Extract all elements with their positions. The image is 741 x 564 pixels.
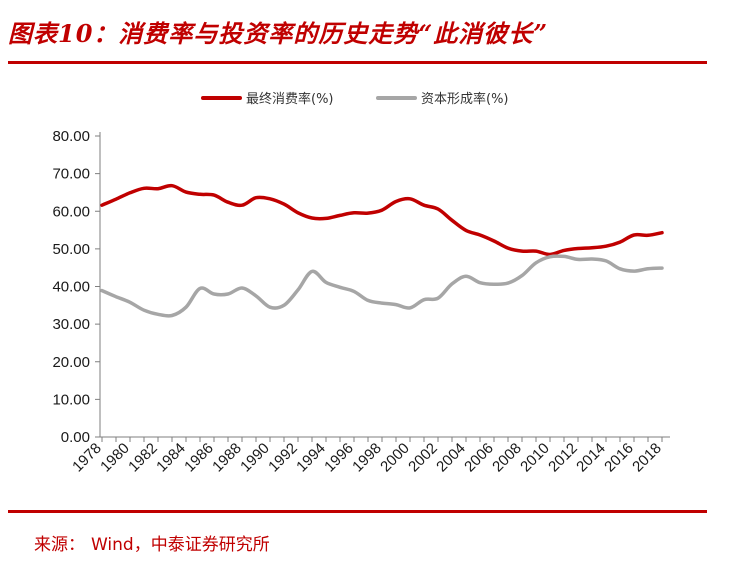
- y-tick-label: 80.00: [52, 128, 90, 145]
- series-line-capital-formation: [100, 254, 664, 318]
- x-tick-label: 1982: [125, 440, 161, 476]
- x-tick-label: 2014: [573, 440, 609, 476]
- x-tick-label: 1980: [97, 440, 133, 476]
- x-tick-label: 1986: [181, 440, 217, 476]
- y-tick-label: 40.00: [52, 279, 90, 296]
- footer-divider: [8, 510, 707, 513]
- source-note: 来源： Wind，中泰证券研究所: [34, 530, 270, 555]
- x-tick-label: 1994: [293, 440, 329, 476]
- x-tick-label: 2000: [377, 440, 413, 476]
- line-chart: 最终消费率(%) 资本形成率(%) 0.00 10.00 20.00 30.00 40.…: [52, 91, 670, 476]
- x-tick-label: 1992: [265, 440, 301, 476]
- x-tick-label: 2006: [461, 440, 497, 476]
- y-tick-label: 70.00: [52, 166, 90, 183]
- title-divider: [8, 61, 707, 64]
- x-tick-label: 2004: [433, 440, 469, 476]
- x-tick-label: 1984: [153, 440, 189, 476]
- y-tick-label: 60.00: [52, 203, 90, 220]
- x-tick-label: 1996: [321, 440, 357, 476]
- x-tick-label: 2002: [405, 440, 441, 476]
- x-tick-label: 2008: [489, 440, 525, 476]
- figure-title: 图表10：消费率与投资率的历史走势“此消彼长”: [8, 19, 549, 48]
- x-tick-label: 1988: [209, 440, 245, 476]
- y-axis: 0.00 10.00 20.00 30.00 40.00 50.00 60.00 70.00 8…: [52, 128, 101, 446]
- x-tick-label: 2018: [629, 440, 665, 476]
- legend-label-consumption: 最终消费率(%): [246, 91, 334, 107]
- y-tick-label: 10.00: [52, 391, 90, 408]
- y-tick-label: 20.00: [52, 354, 90, 371]
- y-tick-label: 0.00: [61, 429, 90, 446]
- x-tick-label: 1990: [237, 440, 273, 476]
- y-tick-label: 30.00: [52, 316, 90, 333]
- series-line-consumption: [100, 183, 664, 257]
- source-text: Wind，中泰证券研究所: [91, 535, 270, 555]
- legend-label-capital-formation: 资本形成率(%): [421, 91, 509, 107]
- x-tick-label: 2010: [517, 440, 553, 476]
- x-tick-label: 1998: [349, 440, 385, 476]
- x-tick-label: 2016: [601, 440, 637, 476]
- series-layer: [100, 183, 664, 318]
- source-label: 来源：: [34, 535, 85, 555]
- y-tick-label: 50.00: [52, 241, 90, 258]
- x-axis: 1978198019821984198619881990199219941996…: [69, 436, 670, 476]
- chart-legend: 最终消费率(%) 资本形成率(%): [201, 91, 509, 107]
- x-tick-label: 2012: [545, 440, 581, 476]
